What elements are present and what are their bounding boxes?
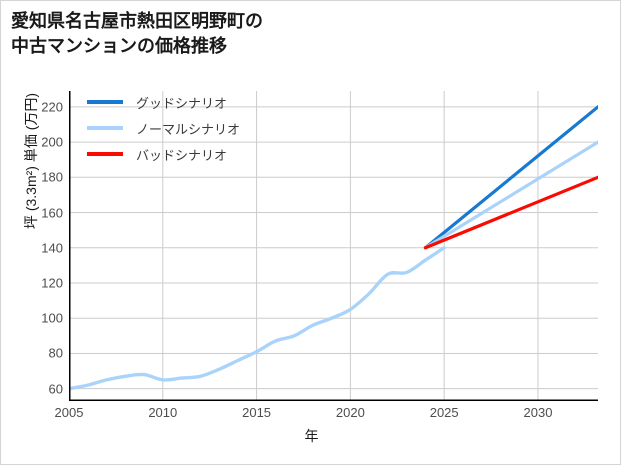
legend-swatch-normal (87, 126, 123, 130)
x-axis-tick-label: 2005 (54, 405, 84, 420)
y-axis-tick-label: 80 (48, 345, 63, 361)
y-axis-tick-label: 100 (41, 310, 63, 326)
legend-item-normal[interactable]: ノーマルシナリオ (75, 115, 290, 141)
y-axis-tick-label: 180 (41, 169, 63, 185)
y-axis-label: 坪 (3.3m²) 単価 (万円) (23, 92, 39, 230)
y-axis-tick-label: 60 (48, 381, 63, 397)
legend-label-normal: ノーマルシナリオ (136, 121, 241, 137)
y-axis-tick-label: 220 (41, 99, 63, 115)
legend-swatch-good (87, 100, 123, 104)
series-line-normal (69, 246, 446, 391)
x-axis-tick-label: 2030 (523, 405, 553, 420)
series-line-normal_forecast (423, 140, 598, 250)
legend-label-good: グッドシナリオ (136, 95, 228, 111)
series-line-bad (423, 175, 598, 250)
y-axis-tick-label: 120 (41, 275, 63, 291)
x-axis-label: 年 (304, 428, 319, 444)
page-title: 愛知県名古屋市熱田区明野町の 中古マンションの価格推移 (11, 11, 263, 56)
legend-label-bad: バッドシナリオ (136, 147, 228, 163)
y-axis-tick-label: 140 (41, 240, 63, 256)
legend-swatch-bad (87, 152, 123, 156)
x-axis-tick-label: 2025 (429, 405, 459, 420)
y-axis-tick-label: 200 (41, 134, 63, 150)
x-axis-tick-label: 2020 (335, 405, 365, 420)
chart-canvas (69, 91, 598, 401)
y-axis-tick-label: 160 (41, 205, 63, 221)
plot-area (69, 91, 598, 401)
legend-item-bad[interactable]: バッドシナリオ (75, 141, 290, 167)
y-axis-ticks: 60 80 100 120 140 160 180 200 220 (1, 1, 63, 464)
chart-legend: グッドシナリオ ノーマルシナリオ バッドシナリオ (75, 89, 290, 167)
legend-item-good[interactable]: グッドシナリオ (75, 89, 290, 115)
x-axis-tick-label: 2015 (242, 405, 272, 420)
series-line-good (423, 105, 598, 250)
x-axis-tick-label: 2010 (148, 405, 178, 420)
